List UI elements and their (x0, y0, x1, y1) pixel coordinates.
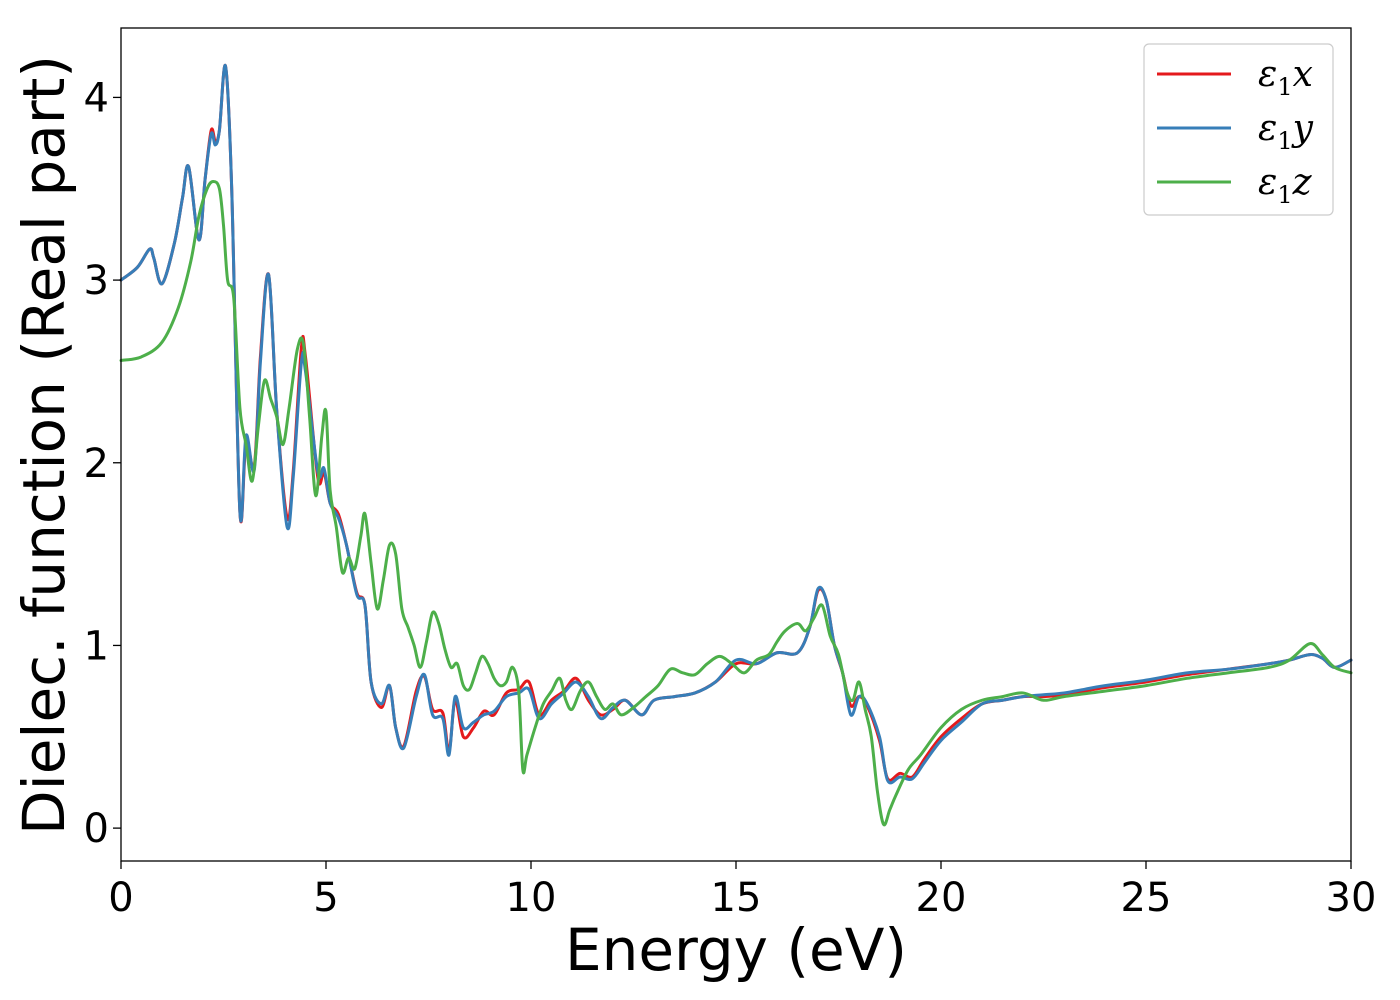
x-axis-title: Energy (eV) (565, 916, 907, 984)
x-tick-label: 0 (108, 875, 133, 921)
x-tick-label: 5 (313, 875, 338, 921)
x-axis-ticks: 0 5 10 15 20 25 30 (108, 861, 1376, 921)
series-line-z (119, 179, 1353, 827)
series-layer (119, 63, 1353, 827)
legend: ε1x ε1y ε1z (1143, 43, 1334, 216)
y-tick-label: 4 (84, 75, 109, 121)
y-tick-label: 1 (84, 623, 109, 669)
x-tick-label: 30 (1326, 875, 1377, 921)
series-line-y (119, 63, 1353, 785)
legend-label-x: ε1x (1258, 54, 1313, 101)
y-tick-label: 0 (84, 806, 109, 852)
x-tick-label: 25 (1121, 875, 1172, 921)
legend-box (1143, 43, 1334, 216)
legend-label-y: ε1y (1258, 108, 1314, 155)
y-tick-label: 2 (84, 441, 109, 487)
y-tick-label: 3 (84, 258, 109, 304)
x-tick-label: 15 (711, 875, 762, 921)
legend-label-z: ε1z (1258, 162, 1313, 209)
y-axis-ticks: 0 1 2 3 4 (84, 75, 121, 852)
x-tick-label: 20 (916, 875, 967, 921)
x-tick-label: 10 (506, 875, 557, 921)
y-axis-title: Dielec. function (Real part) (10, 55, 78, 835)
